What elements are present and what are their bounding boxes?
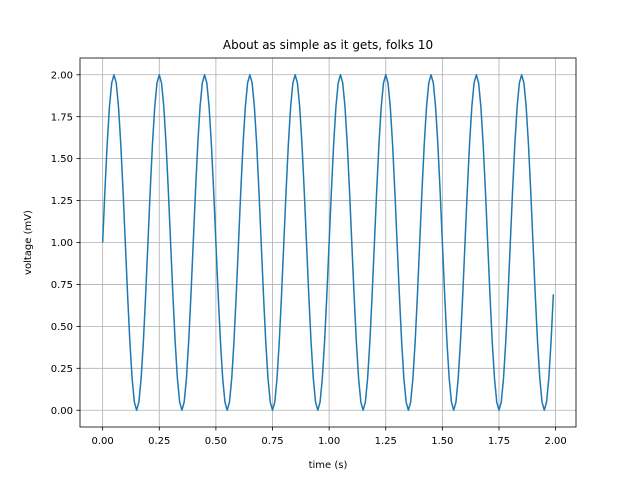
x-tick-label: 0.00 xyxy=(92,436,114,447)
x-axis-label: time (s) xyxy=(309,460,348,471)
y-tick-label: 0.00 xyxy=(51,406,73,417)
x-tick-label: 1.75 xyxy=(488,436,510,447)
y-tick-label: 1.00 xyxy=(51,238,73,249)
x-tick-label: 0.25 xyxy=(148,436,170,447)
y-axis: 0.00 0.25 0.50 0.75 1.00 1.25 1.50 1.75 2.00 xyxy=(51,70,80,417)
chart-title: About as simple as it gets, folks 10 xyxy=(223,38,433,52)
y-tick-label: 0.50 xyxy=(51,322,73,333)
x-tick-label: 0.75 xyxy=(261,436,283,447)
x-tick-label: 1.50 xyxy=(431,436,453,447)
x-axis: 0.00 0.25 0.50 0.75 1.00 1.25 1.50 1.75 2.00 xyxy=(92,427,567,447)
y-tick-label: 1.50 xyxy=(51,154,73,165)
x-tick-label: 2.00 xyxy=(544,436,566,447)
x-tick-label: 1.00 xyxy=(318,436,340,447)
series-line-voltage xyxy=(101,74,555,411)
y-tick-label: 2.00 xyxy=(51,70,73,81)
x-tick-label: 0.50 xyxy=(205,436,227,447)
y-tick-label: 1.25 xyxy=(51,196,73,207)
y-tick-label: 0.75 xyxy=(51,280,73,291)
x-tick-label: 1.25 xyxy=(375,436,397,447)
y-axis-label: voltage (mV) xyxy=(23,210,34,275)
y-tick-label: 1.75 xyxy=(51,112,73,123)
series-layer xyxy=(101,74,555,411)
y-tick-label: 0.25 xyxy=(51,364,73,375)
